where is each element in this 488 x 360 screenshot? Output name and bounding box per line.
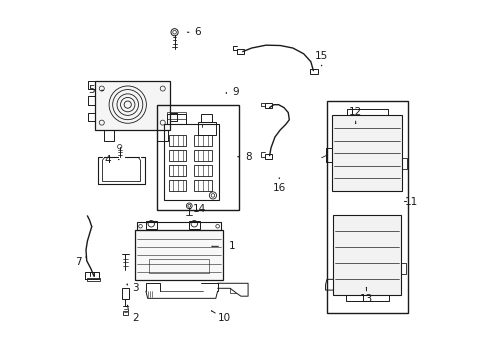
Text: 16: 16	[272, 183, 285, 193]
Text: 15: 15	[314, 51, 327, 61]
Text: 12: 12	[348, 107, 362, 117]
Text: 9: 9	[232, 87, 238, 97]
Text: 10: 10	[218, 313, 231, 323]
Bar	[122, 311, 128, 315]
Text: 7: 7	[75, 257, 81, 267]
Bar	[194, 150, 211, 161]
Bar	[264, 154, 272, 159]
Bar	[194, 180, 211, 191]
Text: 6: 6	[194, 27, 201, 37]
Bar	[194, 165, 211, 176]
Bar	[264, 103, 272, 108]
Bar	[333, 215, 400, 296]
Text: 1: 1	[228, 241, 235, 251]
Bar	[135, 230, 223, 280]
Bar	[149, 259, 208, 273]
Bar	[166, 114, 186, 125]
Bar	[163, 125, 219, 200]
Bar	[169, 180, 186, 191]
Bar	[137, 222, 221, 230]
Bar	[169, 165, 186, 176]
Bar	[145, 221, 156, 229]
Bar	[166, 112, 186, 119]
Text: 4: 4	[105, 155, 111, 165]
Bar	[94, 81, 169, 130]
Bar	[332, 116, 402, 191]
Text: 11: 11	[404, 197, 417, 207]
Bar	[309, 69, 317, 74]
Bar	[201, 114, 212, 122]
Text: 14: 14	[193, 204, 206, 214]
Bar	[194, 135, 211, 145]
Text: 2: 2	[132, 313, 138, 323]
Text: 13: 13	[359, 294, 372, 304]
Bar	[169, 135, 186, 145]
Bar	[87, 278, 100, 281]
Bar	[237, 49, 244, 54]
Bar	[156, 105, 239, 211]
Bar	[169, 150, 186, 161]
Text: 8: 8	[244, 152, 251, 162]
Text: 3: 3	[132, 283, 138, 293]
Bar	[326, 101, 407, 313]
Bar	[198, 122, 215, 135]
Bar	[122, 288, 129, 299]
Text: 5: 5	[87, 85, 94, 95]
Bar	[188, 221, 199, 229]
